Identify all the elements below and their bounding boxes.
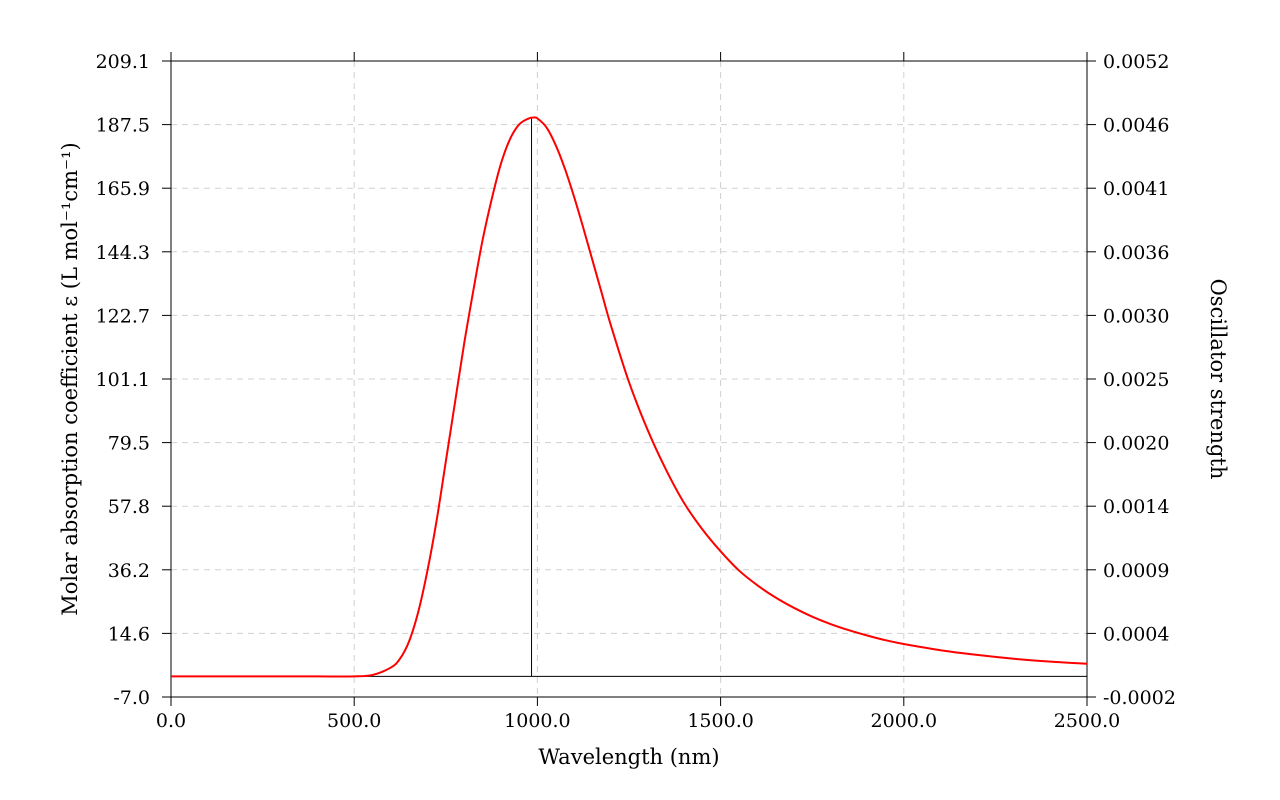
y2-tick-label: 0.0020: [1103, 433, 1169, 455]
tick-labels: 0.0 500.0 1000.0 1500.0 2000.0 2500.0 -7.0 -0.0…: [96, 51, 1176, 732]
y2-tick-label: -0.0002: [1103, 687, 1176, 709]
y2-tick-label: 0.0052: [1103, 51, 1169, 73]
y-tick-label: 79.5: [108, 433, 150, 455]
y2-tick-label: 0.0036: [1103, 242, 1169, 264]
y2-tick-label: 0.0004: [1103, 623, 1169, 645]
gridlines: [171, 61, 1087, 697]
y-tick-label: 101.1: [96, 369, 150, 391]
x-tick-label: 500.0: [327, 710, 381, 732]
x-tick-label: 1000.0: [504, 710, 570, 732]
y-tick-label: 57.8: [108, 496, 150, 518]
y2-tick-label: 0.0030: [1103, 305, 1169, 327]
y-tick-label: 165.9: [96, 178, 150, 200]
x-tick-label: 2000.0: [871, 710, 937, 732]
y2-tick-label: 0.0025: [1103, 369, 1169, 391]
y2-tick-label: 0.0041: [1103, 178, 1169, 200]
y2-tick-label: 0.0009: [1103, 560, 1169, 582]
x-tick-label: 2500.0: [1054, 710, 1120, 732]
axis-ticks: [162, 52, 1096, 706]
y2-axis-title: Oscillator strength: [1206, 279, 1230, 480]
series-line: [171, 116, 1088, 678]
x-tick-label: 0.0: [156, 710, 186, 732]
y-tick-label: 209.1: [96, 51, 150, 73]
y2-tick-label: 0.0046: [1103, 115, 1169, 137]
y-tick-label: 36.2: [108, 560, 150, 582]
y-tick-label: 144.3: [96, 242, 150, 264]
y-axis-title: Molar absorption coefficient ε (L mol⁻¹c…: [58, 142, 82, 615]
y2-tick-label: 0.0014: [1103, 496, 1169, 518]
y-tick-label: 122.7: [96, 305, 150, 327]
y-tick-label: 187.5: [96, 115, 150, 137]
x-axis-title: Wavelength (nm): [538, 745, 719, 769]
x-tick-label: 1500.0: [687, 710, 753, 732]
y-tick-label: 14.6: [108, 623, 150, 645]
y-tick-label: -7.0: [113, 687, 150, 709]
